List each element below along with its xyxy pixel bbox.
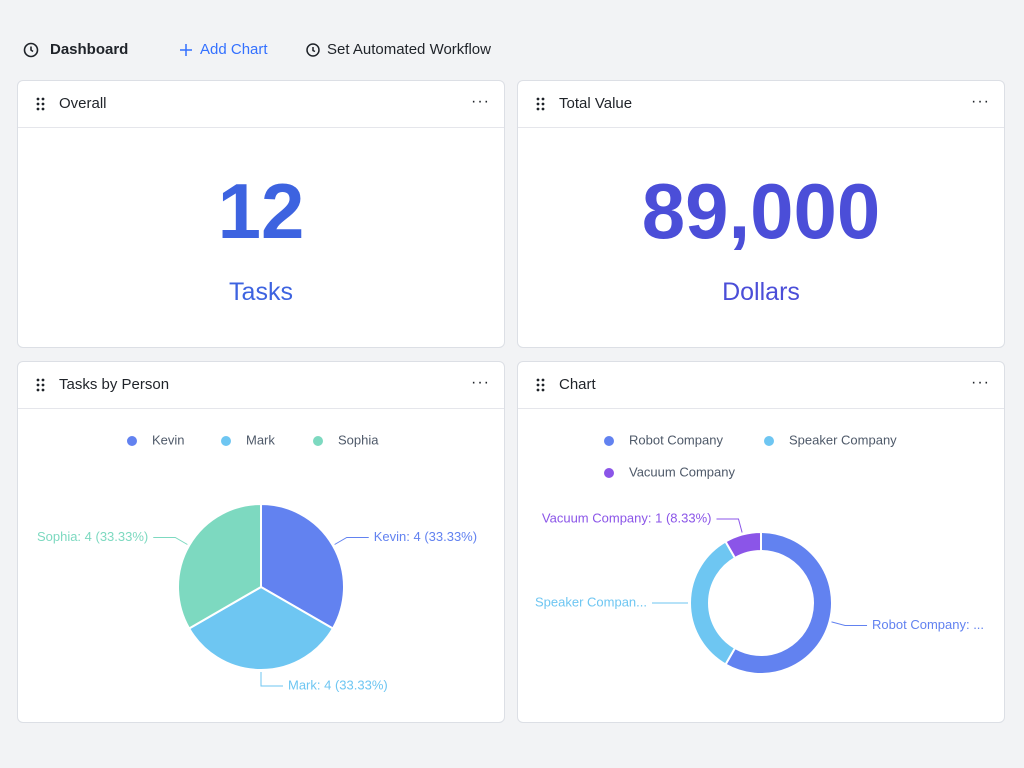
data-label: Mark: 4 (33.33%) xyxy=(288,677,388,692)
pie-slice xyxy=(177,502,262,630)
leader-line xyxy=(260,672,283,687)
data-label: Sophia: 4 (33.33%) xyxy=(37,529,148,544)
stat-card: Total Value ··· 89,000 Dollars xyxy=(517,80,1005,348)
chart: Robot Company Speaker Company Vacuum Compa… xyxy=(535,432,984,675)
leader-line xyxy=(716,518,743,533)
stat-unit: Tasks xyxy=(229,278,293,306)
dashboard-label: Dashboard xyxy=(50,41,129,58)
stat-card: Overall ··· 12 Tasks xyxy=(17,80,505,348)
drag-handle[interactable] xyxy=(36,97,46,111)
stat-value: 12 xyxy=(217,167,305,255)
stat-value: 89,000 xyxy=(641,167,881,255)
legend-swatch xyxy=(762,434,776,448)
donut-slice xyxy=(724,530,833,675)
data-label: Speaker Compan... xyxy=(535,594,647,609)
legend-swatch xyxy=(219,434,233,448)
card-header: Tasks by Person ··· xyxy=(18,362,504,409)
pie-slice xyxy=(260,502,345,630)
card-title: Overall xyxy=(59,95,107,112)
plus-icon xyxy=(180,44,192,56)
card-title: Chart xyxy=(559,376,596,393)
legend-label: Mark xyxy=(246,432,275,447)
donut-slice xyxy=(724,530,762,560)
workflow-label: Set Automated Workflow xyxy=(327,41,491,58)
workflow-button[interactable]: Set Automated Workflow xyxy=(305,40,491,60)
legend-swatch xyxy=(602,466,616,480)
legend-label: Speaker Company xyxy=(789,432,897,447)
card-title: Total Value xyxy=(559,95,633,112)
card-header: Total Value ··· xyxy=(518,81,1004,128)
leader-line xyxy=(831,621,868,627)
drag-handle[interactable] xyxy=(536,97,546,111)
chart: Kevin Mark Sophia Kevin: 4 (33.33%) Mark: 4 … xyxy=(37,432,477,692)
card-title: Tasks by Person xyxy=(59,376,170,393)
more-menu[interactable]: ··· xyxy=(971,374,990,391)
card-header: Overall ··· xyxy=(18,81,504,128)
data-label: Kevin: 4 (33.33%) xyxy=(374,529,477,544)
data-label: Vacuum Company: 1 (8.33%) xyxy=(542,510,712,525)
leader-line xyxy=(334,537,369,545)
stat-unit: Dollars xyxy=(722,278,800,306)
data-label: Robot Company: ... xyxy=(872,617,984,632)
chart-card: Tasks by Person ··· Kevin Mark Sophia Kevin… xyxy=(17,361,505,723)
add-chart-label: Add Chart xyxy=(200,41,268,58)
legend-swatch xyxy=(602,434,616,448)
drag-handle[interactable] xyxy=(36,378,46,392)
pie-slice xyxy=(187,585,335,671)
legend-label: Robot Company xyxy=(629,432,723,447)
more-menu[interactable]: ··· xyxy=(971,93,990,110)
more-menu[interactable]: ··· xyxy=(471,93,490,110)
legend-label: Vacuum Company xyxy=(629,464,735,479)
leader-line xyxy=(153,537,188,545)
chart-card: Chart ··· Robot Company Speaker Company Va… xyxy=(517,361,1005,723)
legend-label: Kevin xyxy=(152,432,185,447)
legend-label: Sophia xyxy=(338,432,379,447)
legend-swatch xyxy=(125,434,139,448)
add-chart-button[interactable]: Add Chart xyxy=(178,40,268,60)
more-menu[interactable]: ··· xyxy=(471,374,490,391)
clock-icon xyxy=(23,42,39,58)
drag-handle[interactable] xyxy=(536,378,546,392)
workflow-icon xyxy=(306,43,320,57)
donut-slice xyxy=(689,540,737,666)
legend-swatch xyxy=(311,434,325,448)
card-header: Chart ··· xyxy=(518,362,1004,409)
dashboard-tab[interactable]: Dashboard xyxy=(22,40,128,60)
